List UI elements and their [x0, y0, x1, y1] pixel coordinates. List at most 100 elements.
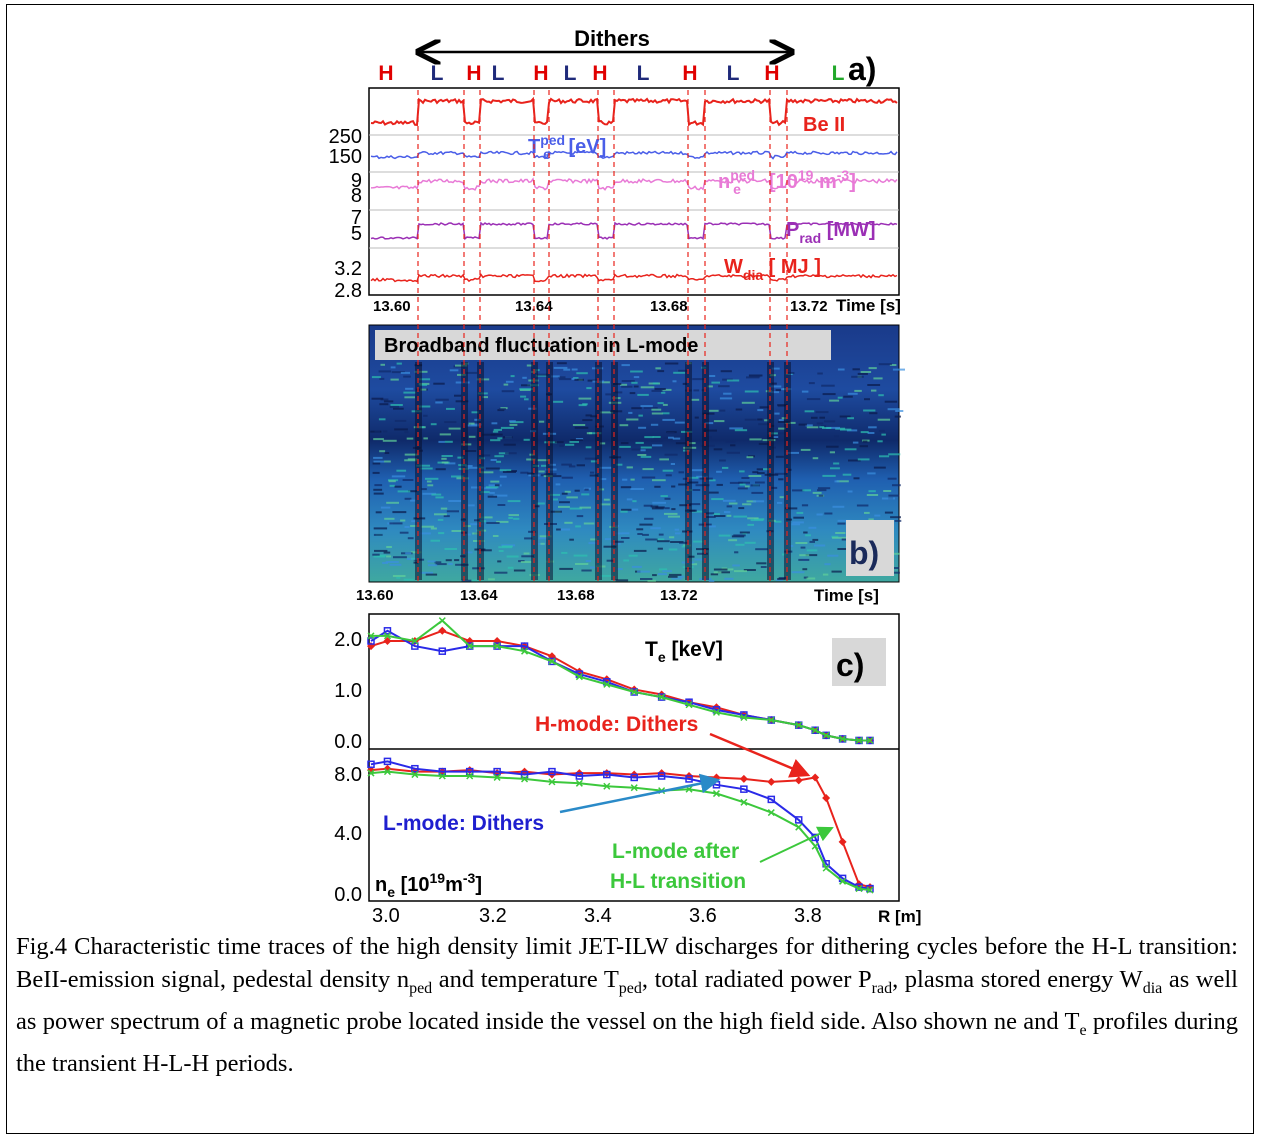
spectrogram-speck [867, 472, 876, 475]
spectrogram-speck [719, 409, 726, 412]
spectrogram-speck [600, 442, 606, 445]
spectrogram-speck [574, 378, 584, 381]
profile-point [367, 632, 375, 640]
spectrogram-speck [868, 490, 876, 493]
spectrogram-speck [372, 471, 380, 474]
spectrogram-speck [806, 426, 819, 429]
spectrogram-speck [652, 444, 663, 447]
spectrogram-speck [604, 538, 613, 541]
spectrogram-speck [837, 396, 843, 399]
spectrogram-speck [651, 439, 663, 442]
spectrogram-speck [890, 567, 900, 569]
spectrogram-speck [801, 390, 809, 393]
profile-point [630, 688, 638, 696]
spectrogram-speck [502, 436, 513, 439]
spectrogram-speck [378, 370, 392, 373]
spectrogram-speck [852, 441, 859, 444]
spectrogram-speck [670, 541, 684, 543]
panel-a-y-ticks: 250 150 9 8 7 5 3.2 2.8 [329, 126, 362, 302]
spectrogram-speck [443, 515, 450, 518]
spectrogram-speck [806, 549, 818, 552]
spectrogram-speck [569, 440, 579, 443]
spectrogram-speck [822, 393, 836, 396]
spectrogram-speck [791, 523, 801, 526]
profile-point [411, 771, 419, 779]
spectrogram-speck [404, 431, 409, 434]
profile-point [438, 647, 447, 655]
profile-point [767, 716, 775, 724]
spectrogram-speck [404, 396, 415, 399]
spectrogram-speck [445, 559, 452, 562]
spectrogram-speck [894, 519, 902, 522]
spectrogram-speck [461, 579, 472, 582]
te-ped-label: Tped e [eV] [528, 132, 606, 162]
profile-point [603, 782, 611, 790]
y-tick: 150 [329, 146, 362, 168]
spectrogram-speck [444, 462, 456, 465]
spectrogram-speck [895, 410, 904, 412]
spectrogram-speck [674, 421, 685, 424]
y-tick: 0.0 [334, 884, 362, 906]
spectrogram-speck [734, 570, 747, 573]
spectrogram-speck [837, 548, 850, 550]
spectrogram-speck [757, 418, 763, 421]
spectrogram-speck [555, 483, 561, 486]
spectrogram-speck [777, 578, 785, 580]
prad-label: Prad [MW] [786, 219, 876, 246]
spectrogram-speck [668, 575, 678, 578]
spectrogram-speck [425, 477, 439, 480]
spectrogram-speck [558, 528, 571, 531]
spectrogram-speck [758, 442, 769, 445]
mode-label: H [533, 62, 548, 85]
spectrogram-speck [490, 433, 503, 436]
y-tick: 0.0 [334, 731, 362, 753]
spectrogram-speck [389, 484, 396, 487]
spectrogram-speck [802, 568, 808, 571]
spectrogram-speck [778, 419, 784, 422]
spectrogram-speck [847, 417, 854, 420]
y-tick: 2.8 [334, 280, 362, 302]
spectrogram-speck [673, 371, 685, 374]
spectrogram-speck [373, 488, 383, 491]
panel-a-frame [368, 87, 900, 296]
spectrogram-speck [561, 476, 573, 479]
profile-point [794, 776, 803, 785]
spectrogram-speck [479, 471, 494, 474]
spectrogram-speck [867, 432, 875, 434]
spectrogram-speck [590, 415, 599, 418]
panel-b-label: b) [849, 535, 879, 571]
spectrogram-speck [826, 445, 839, 448]
spectrogram-speck [564, 490, 571, 493]
spectrogram-speck [657, 402, 664, 405]
spectrogram-speck [559, 444, 564, 447]
spectrogram-speck [468, 435, 476, 438]
spectrogram-speck [637, 393, 649, 396]
spectrogram-speck [868, 367, 877, 370]
spectrogram-speck [441, 457, 447, 460]
y-tick: 250 [329, 126, 362, 148]
panel-c: 2.0 1.0 0.0 8.0 4.0 0.0 Te [keV] c) ne [… [334, 613, 921, 927]
annotation-l-mode-dithers: L-mode: Dithers [383, 812, 544, 835]
spectrogram-speck [871, 389, 877, 392]
spectrogram-speck [640, 446, 652, 449]
spectrogram-speck [705, 512, 715, 515]
spectrogram-speck [812, 457, 819, 460]
profile-point [383, 764, 392, 773]
spectrogram-speck [631, 381, 638, 384]
spectrogram-speck [615, 579, 629, 582]
spectrogram-speck [778, 478, 784, 481]
spectrogram-speck [390, 404, 403, 406]
spectrogram-speck [600, 411, 614, 414]
spectrogram-speck [735, 543, 745, 546]
profile-point [411, 637, 419, 645]
spectrogram-speck [620, 510, 628, 513]
spectrogram-speck [864, 398, 870, 401]
spectrogram-speck [795, 542, 808, 544]
spectrogram-speck [379, 377, 385, 380]
spectrogram-speck [811, 416, 818, 419]
spectrogram-speck [844, 448, 857, 451]
panel-a-x-ticks: 13.60 13.64 13.68 13.72 [373, 298, 828, 315]
spectrogram-speck [490, 439, 501, 442]
profile-point [548, 778, 556, 786]
spectrogram-speck [559, 567, 573, 570]
